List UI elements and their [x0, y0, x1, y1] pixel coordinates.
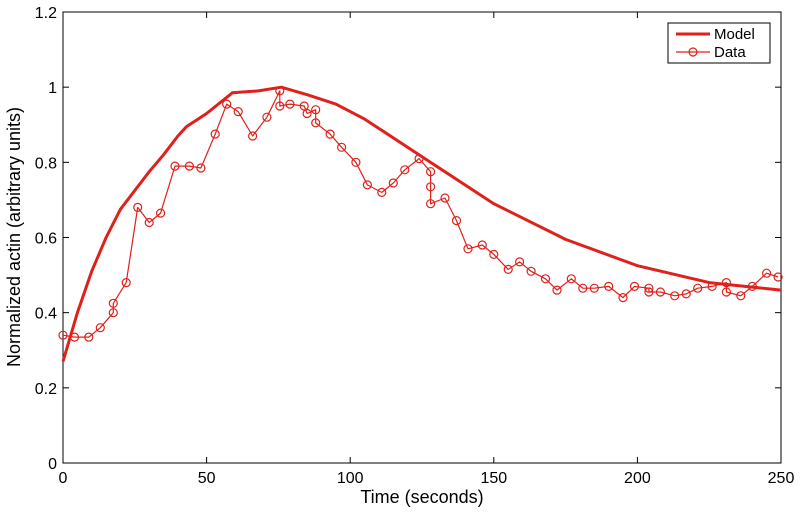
legend-data-marker — [688, 47, 698, 57]
series-data-point — [351, 157, 361, 167]
series-data-point — [426, 167, 436, 177]
y-tick-label: 0.4 — [35, 306, 57, 323]
series-data-point — [644, 283, 654, 293]
y-tick-label: 0.8 — [35, 155, 57, 172]
series-data-point — [655, 287, 666, 297]
series-data-point — [285, 99, 295, 109]
series-data-point — [426, 182, 436, 192]
series-data-point — [618, 293, 628, 303]
series-data-point — [248, 131, 258, 141]
series-data-point — [84, 332, 94, 342]
series-data-point — [69, 332, 80, 342]
series-data-point — [721, 278, 732, 288]
x-tick-label: 250 — [768, 470, 795, 487]
series-data-point — [58, 330, 68, 340]
series-data-point — [761, 268, 772, 278]
x-tick-label: 150 — [480, 470, 507, 487]
y-tick-label: 0.2 — [35, 381, 57, 398]
series-data-point — [721, 287, 732, 297]
series-data-point — [773, 272, 783, 282]
series-data-point — [377, 187, 387, 197]
y-tick-label: 0 — [48, 456, 57, 473]
series-data-point — [644, 287, 654, 297]
series-data-point — [540, 274, 551, 284]
series-data-point — [388, 178, 398, 188]
series-data-point — [222, 99, 232, 109]
series-data-point — [400, 165, 410, 175]
series-data-point — [233, 106, 243, 117]
series-data-point — [747, 281, 757, 291]
series-data-point — [604, 281, 614, 291]
series-data-point — [311, 105, 321, 115]
series-data-point — [275, 86, 285, 96]
series-data-point — [681, 289, 691, 299]
y-tick-label: 1 — [48, 80, 57, 97]
series-data-point — [121, 278, 131, 288]
legend-box — [667, 22, 771, 64]
series-data-point — [196, 163, 206, 173]
series-data-point — [736, 291, 746, 301]
series-data-point — [108, 308, 118, 318]
series-data-point — [311, 118, 321, 128]
y-axis-title: Normalized actin (arbitrary units) — [4, 107, 24, 367]
series-data-point — [503, 264, 513, 274]
legend-model-label: Model — [714, 26, 755, 43]
series-data-point — [184, 161, 194, 171]
x-tick-label: 200 — [624, 470, 651, 487]
series-data-point — [552, 285, 562, 295]
series-data-point — [170, 161, 180, 171]
series-data-point — [414, 154, 424, 164]
series-model-line — [61, 85, 782, 362]
series-data-point — [589, 283, 599, 293]
series-data-point — [566, 274, 576, 284]
x-tick-label: 100 — [337, 470, 364, 487]
series-data-point — [210, 129, 220, 139]
series-data-point — [670, 291, 680, 301]
x-axis-ticks: 0 50 100 150 200 250 — [59, 12, 795, 487]
series-data-point — [133, 202, 143, 212]
series-layer — [58, 85, 783, 362]
series-data-point — [108, 298, 118, 308]
series-data-point — [362, 180, 372, 190]
legend: Model Data — [667, 22, 771, 64]
series-data-point — [477, 240, 487, 250]
y-tick-label: 1.2 — [35, 5, 57, 22]
x-axis-title: Time (seconds) — [360, 487, 483, 507]
series-data-point — [302, 108, 312, 119]
series-data-point — [578, 283, 588, 293]
series-data-point — [629, 281, 640, 291]
series-data-point — [451, 216, 462, 226]
legend-data-label: Data — [714, 44, 746, 61]
series-data-point — [463, 244, 473, 254]
series-data-point — [144, 217, 154, 228]
plot-area — [62, 11, 782, 464]
x-tick-label: 50 — [198, 470, 216, 487]
series-data-point — [526, 266, 536, 276]
series-data-point — [514, 257, 525, 267]
series-data-point — [693, 283, 703, 293]
series-data-point — [337, 142, 347, 152]
y-tick-label: 0.6 — [35, 231, 57, 248]
series-data-point — [707, 281, 717, 291]
series-data-point — [95, 323, 105, 333]
series-data-point — [426, 199, 436, 209]
series-data-point — [325, 129, 335, 139]
series-data-point — [489, 249, 499, 259]
y-axis-ticks: 0 0.2 0.4 0.6 0.8 1 1.2 — [35, 5, 781, 473]
series-data-point — [156, 208, 166, 218]
series-data-point — [440, 193, 450, 203]
series-data-point — [275, 101, 285, 111]
series-data-point — [262, 112, 272, 122]
x-tick-label: 0 — [59, 470, 68, 487]
